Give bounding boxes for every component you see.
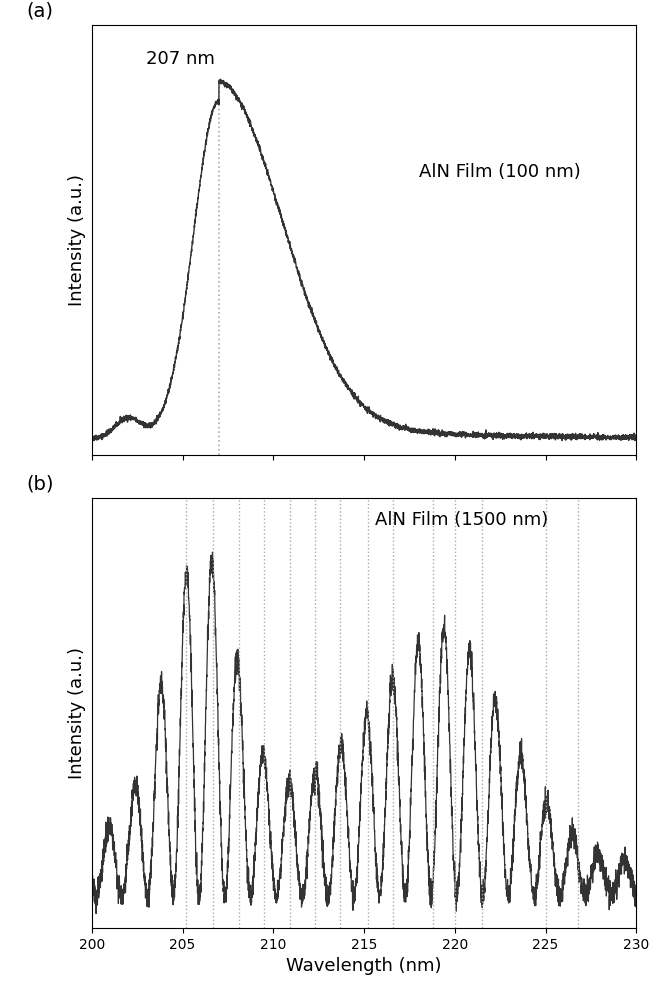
Y-axis label: Intensity (a.u.): Intensity (a.u.) bbox=[68, 174, 87, 306]
Text: (b): (b) bbox=[26, 475, 54, 494]
Text: 207 nm: 207 nm bbox=[146, 50, 215, 68]
Text: AlN Film (100 nm): AlN Film (100 nm) bbox=[419, 163, 581, 181]
X-axis label: Wavelength (nm): Wavelength (nm) bbox=[286, 957, 442, 975]
Y-axis label: Intensity (a.u.): Intensity (a.u.) bbox=[68, 647, 87, 779]
Text: AlN Film (1500 nm): AlN Film (1500 nm) bbox=[375, 511, 548, 529]
Text: (a): (a) bbox=[26, 2, 54, 21]
